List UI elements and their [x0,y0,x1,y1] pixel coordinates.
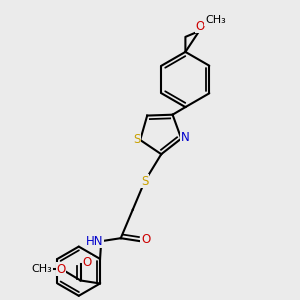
Text: CH₃: CH₃ [205,15,226,25]
Text: O: O [141,233,150,246]
Text: S: S [141,175,148,188]
Text: O: O [82,256,92,269]
Text: HN: HN [86,235,104,248]
Text: S: S [133,134,140,146]
Text: O: O [196,20,205,33]
Text: O: O [56,262,66,276]
Text: CH₃: CH₃ [32,264,52,274]
Text: N: N [181,131,190,144]
